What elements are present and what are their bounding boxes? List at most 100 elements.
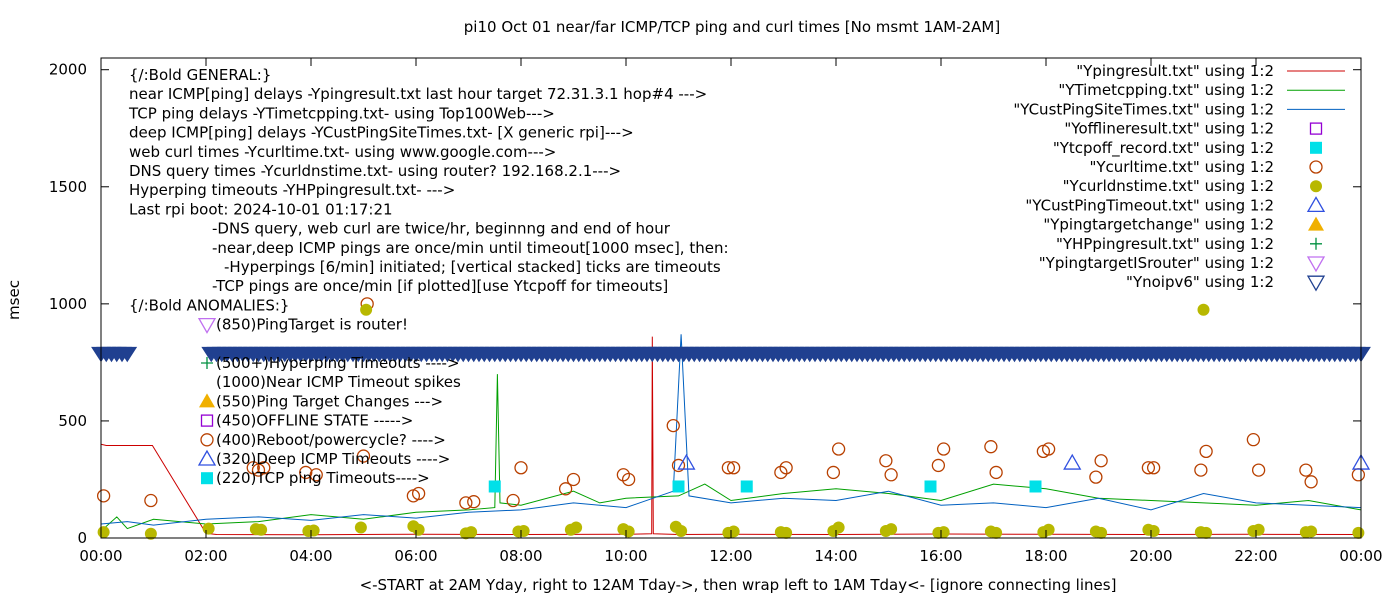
y-tick-label: 500 — [58, 412, 87, 430]
data-point-ytcpoff-record-txt — [924, 480, 937, 493]
annotation-line: near ICMP[ping] delays -Ypingresult.txt … — [129, 85, 707, 103]
data-point-ycurltime-txt — [299, 465, 313, 480]
x-tick-label: 00:00 — [79, 547, 122, 565]
legend-swatch-marker — [1310, 180, 1322, 193]
x-tick-label: 20:00 — [1129, 547, 1172, 565]
series-group-ytcpoff-record-txt — [488, 480, 1042, 493]
data-point-ycurldnstime-txt — [622, 525, 635, 538]
x-tick-label: 08:00 — [499, 547, 542, 565]
series-group-ycurltime-txt — [96, 297, 1366, 510]
legend-label: "YHPpingresult.txt" using 1:2 — [1056, 235, 1274, 253]
x-axis-label: <-START at 2AM Yday, right to 12AM Tday-… — [360, 576, 1117, 594]
legend-swatch-marker — [1310, 237, 1322, 250]
data-point-ycurltime-txt — [558, 482, 573, 496]
annotation-line: (220)TCP ping Timeouts----> — [216, 469, 430, 487]
legend-swatch-marker — [1306, 196, 1326, 213]
data-point-ycurltime-txt — [96, 489, 111, 503]
y-axis-label: msec — [5, 280, 23, 320]
legend-label: "YpingtargetISrouter" using 1:2 — [1039, 254, 1274, 272]
data-point-ycurltime-txt — [1251, 463, 1266, 477]
data-point-ycurldnstime-txt — [937, 526, 950, 539]
data-point-ycurltime-txt — [356, 449, 371, 463]
annotation-line: -TCP pings are once/min [if plotted][use… — [212, 277, 668, 295]
data-point-ycurltime-txt — [726, 461, 741, 475]
annotation-line: deep ICMP[ping] delays -YCustPingSiteTim… — [129, 124, 634, 142]
series-group-ynoipv6 — [91, 346, 1371, 363]
legend-label: "YCustPingTimeout.txt" using 1:2 — [1025, 196, 1274, 214]
axis-ticks: 00:00 02:00 04:00 06:00 08:00 10:00 12:00 14:00… — [49, 58, 1383, 565]
annotation-line: web curl times -Ycurltime.txt- using www… — [129, 143, 556, 161]
anomaly-marker — [197, 449, 217, 466]
data-point-ycurltime-txt — [1146, 461, 1161, 475]
legend-label: "Yofflineresult.txt" using 1:2 — [1064, 120, 1274, 138]
y-tick-label: 1500 — [49, 178, 87, 196]
data-point-ycurldnstime-txt — [354, 521, 367, 534]
data-point-ycurltime-txt — [1199, 444, 1213, 459]
annotation-line: (450)OFFLINE STATE -----> — [216, 412, 413, 430]
data-point-ycurltime-txt — [1041, 442, 1056, 456]
data-point-ycurltime-txt — [1194, 463, 1208, 477]
annotation-line: (550)Ping Target Changes ---> — [216, 392, 443, 410]
data-point-ycurltime-txt — [879, 454, 893, 468]
data-point-ycurltime-txt — [884, 468, 898, 482]
legend-swatch-marker — [1308, 216, 1324, 231]
annotation-line: (400)Reboot/powercycle? ----> — [216, 431, 446, 449]
data-point-ycurldnstime-txt — [307, 524, 320, 537]
data-point-ycurldnstime-txt — [255, 523, 268, 536]
data-point-ycurldnstime-txt — [144, 527, 157, 540]
data-point-ycurldnstime-txt — [1252, 523, 1265, 536]
annotation-line: {/:Bold ANOMALIES:} — [129, 296, 289, 314]
data-point-ycustpingtimeout-txt — [1063, 453, 1082, 470]
data-point-ycurltime-txt — [144, 493, 158, 508]
legend-label: "Ycurldnstime.txt" using 1:2 — [1063, 177, 1274, 195]
x-tick-label: 10:00 — [604, 547, 647, 565]
data-point-ycurltime-txt — [984, 440, 998, 454]
data-point-ycurltime-txt — [989, 465, 1003, 480]
x-tick-label: 06:00 — [394, 547, 437, 565]
data-point-ycurltime-txt — [1304, 475, 1318, 489]
series-line-ypingresult-txt — [100, 336, 1362, 536]
anomaly-marker — [201, 357, 213, 369]
series-line-ytimetcpping-txt — [100, 374, 1362, 532]
data-point-ytcpoff-record-txt — [672, 480, 685, 493]
data-point-ycurltime-txt — [826, 465, 841, 480]
data-point-ycurltime-txt — [936, 442, 951, 456]
annotation-line: TCP ping delays -YTimetcpping.txt- using… — [128, 104, 555, 122]
data-point-ycustpingtimeout-txt — [677, 453, 696, 470]
legend-label: "Ypingtargetchange" using 1:2 — [1043, 216, 1274, 234]
annotation-line: (320)Deep ICMP Timeouts ----> — [216, 450, 450, 468]
data-point-ycurldnstime-txt — [202, 522, 215, 535]
data-point-ynoipv6 — [117, 346, 138, 363]
legend-label: "YTimetcpping.txt" using 1:2 — [1058, 81, 1274, 99]
y-tick-label: 1000 — [49, 295, 87, 313]
data-point-ycurltime-txt — [779, 461, 793, 475]
x-tick-label: 04:00 — [289, 547, 332, 565]
annotation-line: Hyperping timeouts -YHPpingresult.txt- -… — [129, 181, 455, 199]
data-point-ycurldnstime-txt — [1197, 303, 1210, 316]
anomaly-marker — [200, 414, 214, 427]
data-point-ycurldnstime-txt — [465, 526, 478, 539]
data-point-ycurldnstime-txt — [990, 526, 1003, 539]
legend-label: "Ynoipv6" using 1:2 — [1126, 273, 1274, 291]
annotation-line: (1000)Near ICMP Timeout spikes — [216, 373, 461, 391]
x-tick-label: 02:00 — [184, 547, 227, 565]
legend-swatch-marker — [1309, 122, 1323, 135]
data-point-ycurltime-txt — [257, 461, 271, 475]
legend-swatch-marker — [1309, 160, 1323, 174]
data-point-ycurltime-txt — [931, 458, 946, 473]
chart-title: pi10 Oct 01 near/far ICMP/TCP ping and c… — [464, 18, 1000, 36]
x-tick-label: 00:00 — [1339, 547, 1382, 565]
legend-label: "Ycurltime.txt" using 1:2 — [1089, 158, 1274, 176]
data-point-ycurltime-txt — [1246, 433, 1261, 447]
legend-label: "Ypingresult.txt" using 1:2 — [1076, 62, 1274, 80]
anomaly-marker — [200, 433, 214, 447]
annotation-line: Last rpi boot: 2024-10-01 01:17:21 — [129, 200, 393, 218]
data-point-ycurltime-txt — [671, 458, 686, 473]
annotation-block: {/:Bold GENERAL:}near ICMP[ping] delays … — [128, 66, 729, 487]
legend-label: "YCustPingSiteTimes.txt" using 1:2 — [1013, 100, 1274, 118]
legend-swatch-marker — [1306, 275, 1326, 292]
data-point-ycurldnstime-txt — [1147, 524, 1160, 537]
data-point-ycurldnstime-txt — [412, 523, 425, 536]
x-tick-label: 16:00 — [919, 547, 962, 565]
